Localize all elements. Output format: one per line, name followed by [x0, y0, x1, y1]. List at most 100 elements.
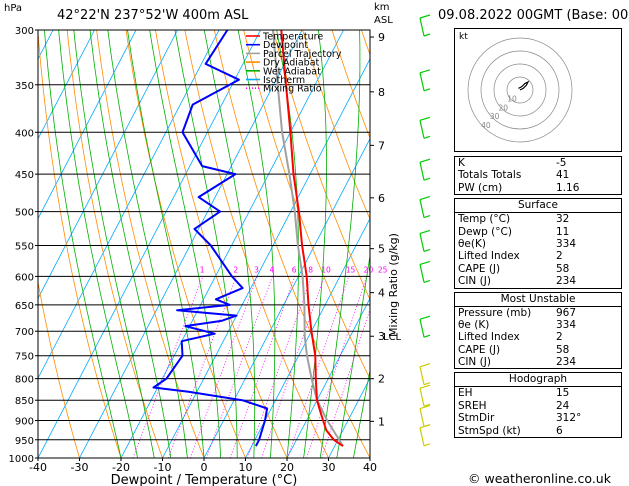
wind-barb-flag [423, 443, 431, 447]
hpa-unit: hPa [4, 3, 23, 14]
index-label: CIN (J) [458, 356, 491, 369]
legend-entry: Parcel Trajectory [263, 49, 342, 60]
x-tick-label: 0 [201, 461, 208, 474]
wind-barb-flag [423, 33, 431, 37]
isotherm-line [38, 30, 95, 140]
x-tick-label: -10 [154, 461, 172, 474]
index-label: Pressure (mb) [458, 306, 532, 319]
legend-entry: Dewpoint [263, 40, 308, 51]
wind-barb-flag [419, 424, 431, 429]
km-tick-label: 9 [378, 31, 385, 44]
index-label: K [458, 157, 465, 169]
wind-barb-flag [419, 384, 431, 389]
index-row: Lifted Index 2 [455, 250, 621, 262]
hodograph-ring-label: 40 [481, 121, 491, 130]
wind-barb-flag [423, 177, 431, 181]
index-value: 6 [556, 424, 563, 437]
isotherm-line [245, 217, 370, 458]
km-tick-label: 5 [378, 243, 385, 256]
x-tick-label: 40 [363, 461, 377, 474]
x-tick-label: -20 [112, 461, 130, 474]
wind-barb [419, 120, 425, 139]
km-tick-label: 7 [378, 139, 385, 152]
wind-barb [419, 388, 425, 407]
index-row: SREH 24 [455, 400, 621, 412]
credit-text[interactable]: © weatheronline.co.uk [468, 471, 611, 486]
pressure-tick-label: 850 [15, 396, 34, 407]
datetime-title: 09.08.2022 00GMT (Base: 00) [438, 8, 629, 23]
index-row: Lifted Index 2 [455, 331, 621, 343]
pressure-tick-label: 350 [15, 81, 34, 92]
wet-adiabat-line [73, 30, 155, 458]
hodograph-ring-label: 30 [490, 112, 500, 121]
legend-entry: Mixing Ratio [263, 84, 322, 95]
mixing-ratio-value-label: 8 [308, 265, 313, 274]
wind-barb-flag [419, 116, 431, 121]
x-tick-label: 20 [280, 461, 294, 474]
wind-barb [419, 233, 425, 252]
wind-barb-flag [419, 14, 431, 19]
index-value: 234 [556, 275, 577, 288]
wind-barb-flag [423, 279, 431, 283]
lcl-label: LCL [383, 332, 402, 343]
index-value: 234 [556, 356, 577, 369]
isotherm-line [38, 30, 137, 220]
km-tick-label: 1 [378, 415, 385, 428]
mixing-ratio-line [287, 276, 350, 458]
index-value: 58 [556, 262, 570, 275]
wind-barb-flag [419, 158, 431, 163]
isotherm-line [286, 297, 370, 458]
index-label: CAPE (J) [458, 262, 501, 275]
index-label: StmDir [458, 412, 495, 425]
index-label: Totals Totals [458, 169, 522, 182]
asl-unit: ASL [374, 15, 393, 26]
wind-barb [419, 264, 425, 283]
isotherm-line [162, 58, 370, 458]
pressure-tick-label: 600 [15, 272, 34, 283]
hodograph-ring [467, 37, 573, 143]
pressure-tick-label: 700 [15, 327, 34, 338]
index-row: Dewp (°C) 11 [455, 226, 621, 238]
wind-barb [419, 199, 425, 218]
wet-adiabat-line [353, 367, 370, 458]
index-value: 58 [556, 343, 570, 356]
isotherm-line [79, 30, 303, 458]
indices-top-box: K -5 Totals Totals 41 PW (cm) 1.16 [454, 156, 622, 196]
index-label: θe (K) [458, 318, 490, 331]
index-label: CAPE (J) [458, 343, 501, 356]
index-row: CIN (J) 234 [455, 275, 621, 287]
legend-entry: Temperature [262, 32, 323, 43]
wind-barb-flag [419, 260, 431, 265]
wind-barb [419, 427, 425, 446]
hodograph-title: Hodograph [455, 373, 621, 388]
index-row: Pressure (mb) 967 [455, 307, 621, 319]
most-unstable-title: Most Unstable [455, 293, 621, 307]
index-value: -5 [556, 157, 567, 169]
mixing-ratio-value-label: 6 [292, 265, 297, 274]
wind-barb-flag [419, 363, 431, 368]
mixing-ratio-value-label: 4 [269, 265, 274, 274]
index-value: 2 [556, 331, 563, 344]
wind-barb-flag [423, 135, 431, 139]
index-label: PW (cm) [458, 181, 503, 194]
index-row: Totals Totals 41 [455, 169, 621, 181]
wind-barb-flag [419, 196, 431, 201]
km-tick-label: 6 [378, 192, 385, 205]
index-row: CAPE (J) 58 [455, 263, 621, 275]
index-row: θe(K) 334 [455, 238, 621, 250]
index-label: Lifted Index [458, 331, 520, 344]
index-row: StmDir 312° [455, 412, 621, 424]
index-row: CIN (J) 234 [455, 356, 621, 368]
dry-adiabat-line [302, 30, 370, 221]
index-row: K -5 [455, 157, 621, 169]
wind-barb-flag [419, 315, 431, 320]
wind-barb [419, 319, 425, 338]
index-label: CIN (J) [458, 275, 491, 288]
mixing-ratio-axis-title: Mixing Ratio (g/kg) [387, 233, 400, 337]
isotherm-line [38, 30, 261, 458]
wind-barb-flag [423, 248, 431, 253]
mixing-ratio-line [190, 276, 258, 458]
index-label: StmSpd (kt) [458, 424, 521, 437]
pressure-tick-label: 300 [15, 26, 34, 37]
mixing-ratio-value-label: 10 [321, 265, 331, 274]
